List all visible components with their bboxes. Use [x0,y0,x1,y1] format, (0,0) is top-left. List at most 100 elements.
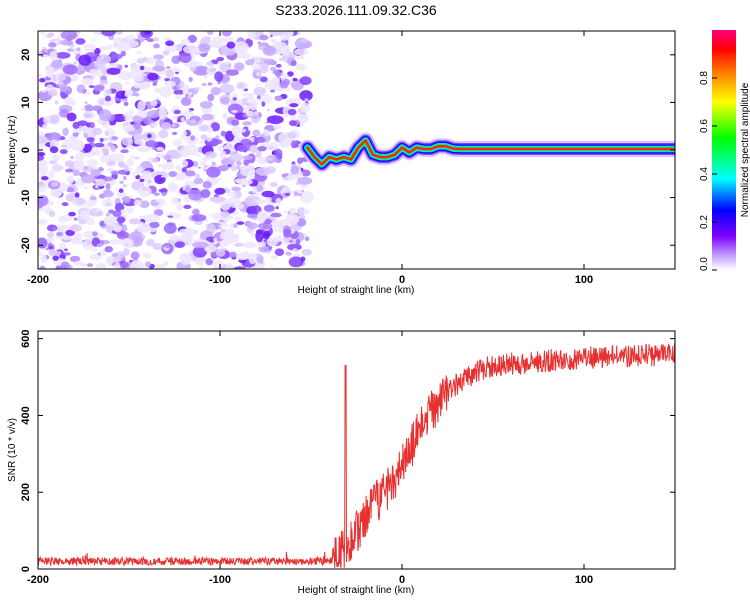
noise-blob [41,89,47,93]
noise-blob [155,153,166,158]
noise-blob [101,31,116,37]
noise-blob [207,82,213,86]
noise-blob [153,54,164,60]
noise-blob [245,59,255,66]
noise-blob [283,228,292,238]
noise-blob [103,218,115,226]
noise-blob [71,237,79,245]
noise-blob [89,68,99,76]
noise-blob [274,95,283,101]
noise-blob [212,36,226,44]
spectrogram-y-tick-label: -20 [20,237,32,253]
noise-blob [122,113,134,121]
noise-blob [165,40,175,47]
noise-blob [113,262,121,269]
noise-blob [205,36,211,40]
noise-blob [211,161,216,166]
noise-blob [123,101,129,107]
noise-blob [157,105,167,111]
noise-blob [284,192,291,196]
noise-blob [120,209,126,215]
noise-blob [155,198,161,203]
noise-blob [192,65,210,76]
snr-x-tick-label: -200 [27,574,49,586]
noise-blob [282,177,288,181]
noise-blob [297,176,313,185]
snr-x-ticks: -200 -100 0 100 [27,331,593,586]
noise-blob [194,87,199,92]
colorbar-tick-label: 0.0 [699,257,710,271]
noise-blob [181,160,189,167]
noise-blob [39,265,46,269]
noise-blob [176,69,183,73]
noise-blob [60,261,70,269]
noise-blob [75,197,86,205]
noise-blob [210,138,223,145]
noise-blob [84,101,88,104]
noise-blob [184,144,199,156]
snr-y-ticks: 0 200 400 600 [20,329,675,572]
noise-blob [101,199,114,208]
noise-blob [46,231,54,238]
noise-blob [59,149,68,155]
noise-blob [257,222,273,230]
noise-blob [110,145,117,153]
noise-blob [266,108,271,112]
noise-blob [280,33,288,41]
noise-blob [256,254,264,264]
noise-blob [158,129,169,139]
noise-blob [116,191,127,199]
noise-blob [86,159,98,168]
noise-blob [138,186,152,198]
noise-blob [244,195,261,206]
noise-blob [82,143,92,153]
noise-blob [219,150,227,160]
noise-blob [40,31,45,35]
noise-blob [295,63,307,71]
noise-blob [104,246,114,253]
noise-blob [133,92,140,97]
noise-blob [206,65,216,76]
noise-blob [52,163,63,173]
noise-blob [65,229,75,236]
noise-blob [201,156,211,162]
noise-blob [153,192,160,196]
noise-blob [163,222,177,234]
noise-blob [270,212,282,218]
noise-blob [165,68,175,79]
noise-blob [80,107,86,111]
noise-blob [224,130,235,142]
noise-blob [38,164,49,175]
noise-blob [207,93,215,102]
noise-blob [280,189,286,194]
noise-blob [191,241,209,249]
noise-blob [160,175,167,178]
noise-blob [46,224,58,232]
noise-blob [219,233,225,240]
noise-blob [269,31,283,37]
noise-blob [116,216,126,224]
noise-blob [240,138,252,146]
noise-blob [46,132,62,143]
noise-blob [142,170,153,181]
noise-blob [187,91,193,96]
noise-blob [254,184,264,192]
noise-blob [172,139,183,146]
noise-blob [206,61,214,66]
noise-blob [96,210,104,217]
spectrogram-noise-region [38,31,314,269]
noise-blob [283,209,288,214]
noise-blob [297,157,304,164]
noise-blob [242,241,257,249]
noise-blob [285,137,290,140]
noise-blob [231,109,238,113]
noise-blob [192,239,197,243]
noise-blob [256,156,269,165]
noise-blob [242,93,247,97]
noise-blob [204,245,217,253]
noise-blob [222,112,228,120]
noise-blob [164,77,171,82]
noise-blob [220,210,230,218]
noise-blob [234,242,244,248]
noise-blob [54,39,60,45]
